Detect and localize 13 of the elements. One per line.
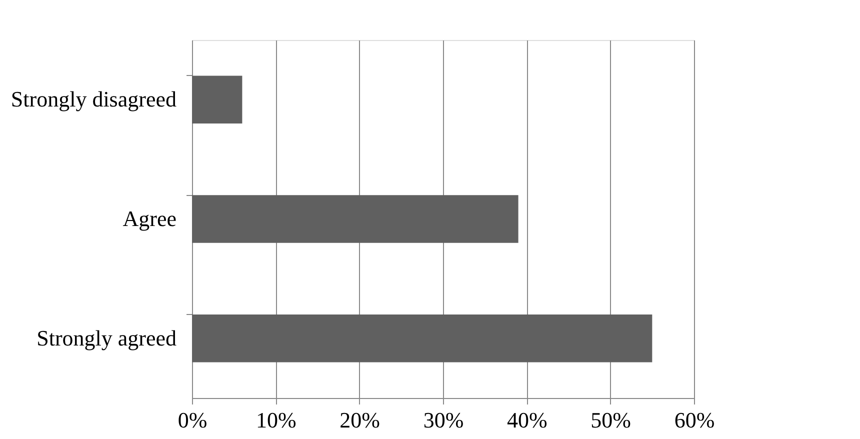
y-tick-label: Strongly agreed — [36, 325, 176, 350]
x-tick-label: 30% — [423, 408, 464, 432]
x-tick-label: 10% — [256, 408, 296, 432]
x-tick-label: 60% — [674, 408, 715, 432]
x-tick-label: 50% — [590, 408, 631, 432]
bar — [192, 76, 242, 124]
y-tick-label: Agree — [122, 206, 176, 231]
bar — [192, 195, 518, 243]
bar — [192, 314, 652, 362]
x-tick-label: 40% — [507, 408, 548, 432]
y-tick-label: Strongly disagreed — [10, 86, 176, 112]
x-tick-label: 0% — [178, 408, 208, 432]
x-tick-label: 20% — [340, 408, 380, 432]
